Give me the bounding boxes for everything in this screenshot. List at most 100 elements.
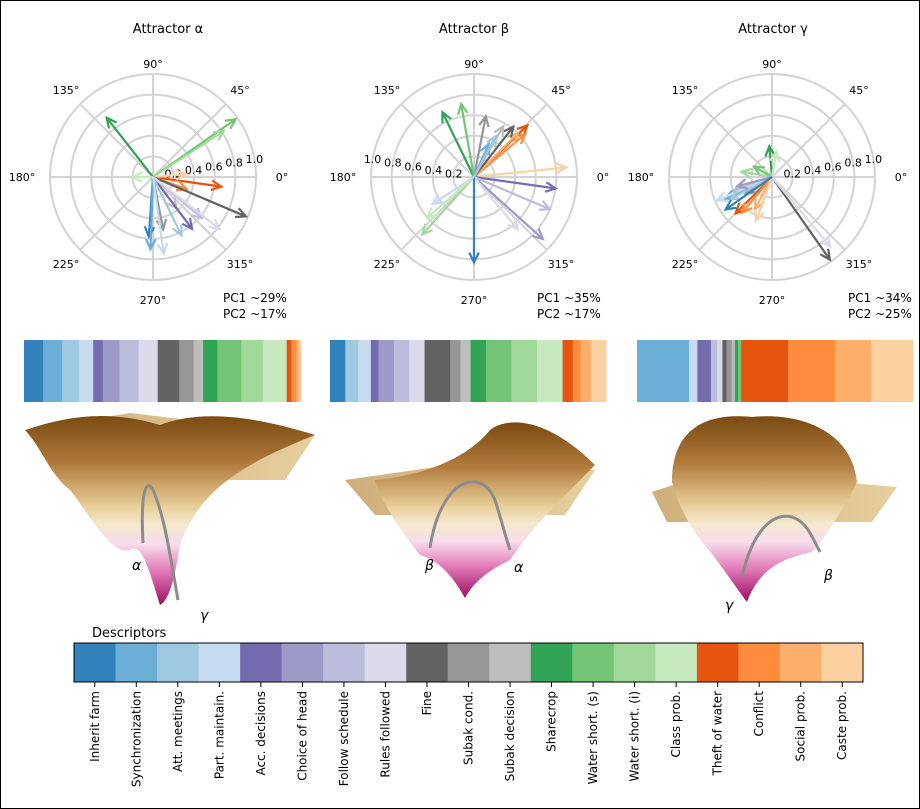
arrow-head (479, 141, 491, 156)
bar-segment-choice-of-head (378, 340, 395, 402)
landscape-basin (25, 415, 315, 605)
landscape-basin (672, 416, 857, 602)
angle-tick-label: 225° (672, 258, 699, 271)
arrow-head (212, 129, 226, 141)
polar-spoke (152, 176, 227, 251)
angle-tick-label: 225° (374, 258, 401, 271)
landscape-surface: γβ (652, 416, 897, 614)
landscape-surface: αγ (25, 413, 315, 624)
bar-segment-follow-schedule (393, 340, 410, 402)
polar-spoke (400, 103, 475, 178)
legend-swatch-subak-cond (447, 643, 490, 682)
bar-segment-inherit-farm (24, 340, 44, 402)
bar-segment-subak-decision (731, 340, 736, 402)
arrow-caste-prob (152, 169, 189, 181)
bar-segment-subak-decision (193, 340, 204, 402)
legend-title: Descriptors (92, 626, 167, 641)
pc2-label: PC2 ~17% (537, 307, 601, 321)
arrow-follow-schedule (473, 175, 553, 211)
arrow-water-short-s (457, 101, 476, 178)
arrow-inherit-farm (468, 177, 480, 266)
arrow-shaft (724, 176, 773, 211)
bar-segment-subak-cond (179, 340, 194, 402)
arrow-shaft (105, 117, 154, 178)
legend-swatch-rules-followed (364, 643, 407, 682)
arrow-water-short-i (420, 176, 475, 237)
arrow-shaft (152, 130, 225, 178)
bar-segment-water-short-i (241, 340, 264, 402)
angle-tick-label: 135° (374, 84, 401, 97)
legend-label-acc-decisions: Acc. decisions (254, 691, 268, 776)
arrow-shaft (753, 165, 773, 178)
bar-segment-att-meetings (345, 340, 359, 402)
pc1-label: PC1 ~34% (848, 291, 912, 305)
arrow-shaft (473, 175, 551, 211)
arrow-head (502, 124, 515, 138)
bar-segment-part-maintain (78, 340, 94, 402)
angle-tick-label: 0° (895, 171, 908, 184)
attractor-alpha-panel: Attractor α 0° 45° 90° 135° 180° 225° 270° 315°… (9, 22, 315, 624)
polar-title: Attractor β (439, 22, 509, 37)
arrow-fine (152, 175, 249, 219)
arrow-shaft (770, 151, 778, 178)
arrow-shaft (771, 176, 831, 261)
arrow-head (190, 207, 204, 220)
bar-segment-subak-cond (450, 340, 461, 402)
radial-tick-label: 0.2 (445, 167, 463, 180)
arrow-water-short-s (751, 165, 773, 178)
arrow-part-maintain (430, 176, 475, 206)
angle-tick-label: 315° (846, 258, 873, 271)
legend-label-social-prob: Social prob. (794, 691, 808, 761)
legend-swatch-sharecrop (530, 643, 573, 682)
bar-segment-inherit-farm (330, 340, 346, 402)
polar-spoke (771, 176, 846, 251)
arrow-water-short-i (152, 129, 226, 178)
polar-spoke (152, 103, 227, 178)
radial-tick-label: 0.4 (185, 164, 203, 177)
arrow-shaft (771, 176, 832, 248)
radial-tick-label: 1.0 (246, 153, 264, 166)
bar-segment-sharecrop (203, 340, 218, 402)
bar-segment-acc-decisions (697, 340, 712, 402)
arrow-shaft (473, 166, 567, 179)
composition-bar (637, 340, 914, 402)
arrow-head (457, 101, 469, 115)
angle-tick-label: 270° (759, 294, 786, 307)
arrow-head (514, 132, 528, 145)
arrow-head (105, 115, 118, 129)
angle-tick-label: 90° (464, 58, 484, 71)
arrow-shaft (149, 176, 155, 250)
arrow-head (172, 224, 183, 238)
legend-label-inherit-farm: Inherit farm (88, 691, 102, 762)
transition-curve (140, 484, 180, 601)
bar-segment-synchronization (43, 340, 63, 402)
legend-label-fine: Fine (420, 691, 434, 715)
arrow-rules-followed (473, 176, 520, 232)
arrow-part-maintain (151, 176, 169, 257)
legend-swatch-choice-of-head (281, 643, 324, 682)
arrow-shaft (152, 175, 222, 188)
arrow-head (532, 228, 545, 241)
pc2-label: PC2 ~25% (848, 307, 912, 321)
radial-tick-label: 0.4 (804, 164, 822, 177)
bar-segment-theft-of-water (562, 340, 574, 402)
arrow-head (493, 123, 505, 138)
arrow-head (764, 143, 776, 157)
bar-segment-subak-decision (460, 340, 471, 402)
arrow-shaft (741, 170, 773, 179)
legend-swatch-att-meetings (157, 643, 199, 682)
arrow-shaft (473, 135, 497, 178)
arrow-theft-of-water (152, 175, 224, 192)
arrow-shaft (431, 176, 475, 205)
bar-segment-conflict (572, 340, 581, 402)
arrow-head (478, 113, 490, 128)
bar-segment-social-prob (296, 340, 300, 402)
attractor-label: α (514, 560, 524, 576)
arrow-head (430, 193, 444, 206)
arrow-acc-decisions (473, 175, 559, 193)
legend-swatch-water-short-s (572, 643, 615, 682)
angle-tick-label: 90° (762, 58, 782, 71)
radial-tick-label: 0.8 (844, 157, 862, 170)
radial-tick-label: 0.6 (404, 160, 422, 173)
